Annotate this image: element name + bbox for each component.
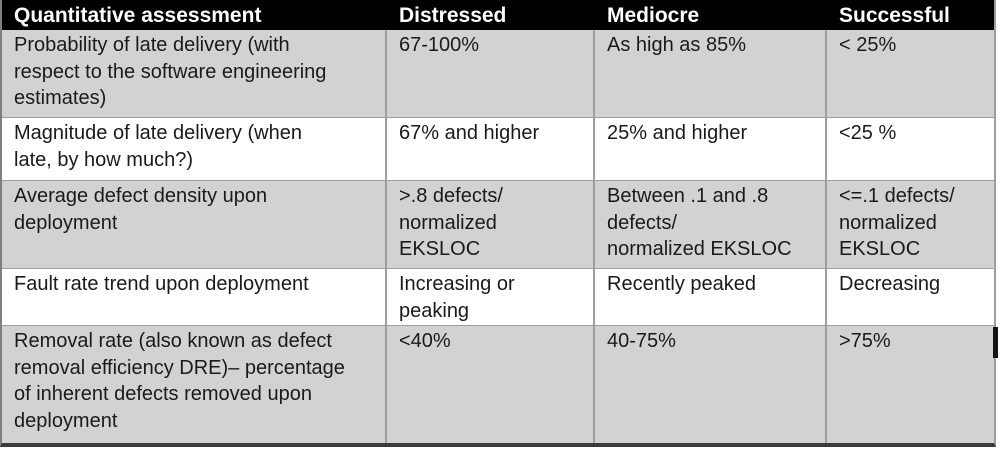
cell-successful: <=.1 defects/ normalized EKSLOC (827, 180, 994, 268)
column-header-mediocre: Mediocre (595, 0, 827, 30)
cell-metric: Fault rate trend upon deployment (2, 268, 387, 325)
cell-mediocre: Between .1 and .8 defects/ normalized EK… (595, 180, 827, 268)
cell-distressed: 67-100% (387, 30, 595, 117)
cell-mediocre: 25% and higher (595, 117, 827, 180)
cell-mediocre: 40-75% (595, 325, 827, 443)
column-header-successful: Successful (827, 0, 994, 30)
column-header-distressed: Distressed (387, 0, 595, 30)
cell-mediocre: As high as 85% (595, 30, 827, 117)
cell-distressed: 67% and higher (387, 117, 595, 180)
cell-distressed: Increasing or peaking (387, 268, 595, 325)
column-header-quantitative-assessment: Quantitative assessment (2, 0, 387, 30)
right-edge-artifact (993, 327, 998, 358)
cell-successful: Decreasing (827, 268, 994, 325)
cell-distressed: <40% (387, 325, 595, 443)
cell-distressed: >.8 defects/ normalized EKSLOC (387, 180, 595, 268)
cell-successful: < 25% (827, 30, 994, 117)
cell-successful: >75% (827, 325, 994, 443)
cell-successful: <25 % (827, 117, 994, 180)
cell-metric: Average defect density upon deployment (2, 180, 387, 268)
cell-metric: Magnitude of late delivery (when late, b… (2, 117, 387, 180)
cell-mediocre: Recently peaked (595, 268, 827, 325)
cell-metric: Probability of late delivery (with respe… (2, 30, 387, 117)
cell-metric: Removal rate (also known as defect remov… (2, 325, 387, 443)
